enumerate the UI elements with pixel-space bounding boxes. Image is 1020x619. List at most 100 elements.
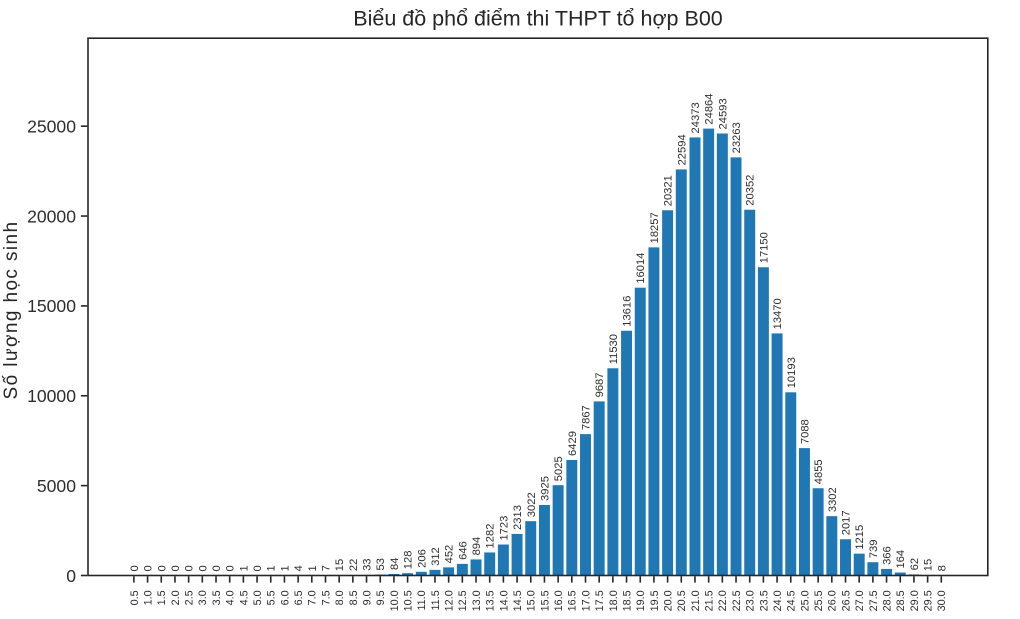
svg-text:4.5: 4.5 <box>238 590 250 605</box>
svg-text:24.0: 24.0 <box>772 590 784 611</box>
svg-text:2.0: 2.0 <box>170 590 182 605</box>
svg-text:29.0: 29.0 <box>909 590 921 611</box>
svg-text:22: 22 <box>348 559 360 571</box>
svg-text:20000: 20000 <box>27 206 76 226</box>
svg-text:10193: 10193 <box>786 357 798 388</box>
svg-text:8.5: 8.5 <box>348 590 360 605</box>
svg-text:366: 366 <box>882 546 894 565</box>
svg-text:23.5: 23.5 <box>758 590 770 611</box>
svg-text:6429: 6429 <box>567 431 579 456</box>
svg-text:25.0: 25.0 <box>799 590 811 611</box>
svg-text:15.0: 15.0 <box>526 590 538 611</box>
svg-text:13.0: 13.0 <box>471 590 483 611</box>
svg-text:15000: 15000 <box>27 296 76 316</box>
svg-text:5025: 5025 <box>553 456 565 481</box>
svg-text:0: 0 <box>225 565 237 571</box>
svg-text:128: 128 <box>403 551 415 570</box>
svg-text:14.5: 14.5 <box>512 590 524 611</box>
svg-text:1: 1 <box>279 565 291 571</box>
svg-text:24.5: 24.5 <box>786 590 798 611</box>
svg-text:22594: 22594 <box>676 134 688 165</box>
svg-text:10.5: 10.5 <box>402 590 414 611</box>
svg-text:0: 0 <box>156 565 168 571</box>
svg-text:25.5: 25.5 <box>813 590 825 611</box>
svg-text:4: 4 <box>293 565 305 571</box>
svg-text:30.0: 30.0 <box>936 590 948 611</box>
svg-text:739: 739 <box>868 540 880 559</box>
svg-text:20.0: 20.0 <box>663 590 675 611</box>
svg-text:16.0: 16.0 <box>553 590 565 611</box>
svg-text:22.0: 22.0 <box>717 590 729 611</box>
svg-text:27.0: 27.0 <box>854 590 866 611</box>
svg-text:1: 1 <box>266 565 278 571</box>
svg-text:1.0: 1.0 <box>142 590 154 605</box>
svg-text:12.5: 12.5 <box>457 590 469 611</box>
svg-text:11530: 11530 <box>608 334 620 364</box>
svg-text:2.5: 2.5 <box>184 590 196 605</box>
svg-text:23263: 23263 <box>731 122 743 153</box>
svg-text:7867: 7867 <box>581 405 593 430</box>
svg-text:Biểu đồ phổ điểm thi THPT tổ h: Biểu đồ phổ điểm thi THPT tổ hợp B00 <box>353 7 723 31</box>
svg-text:12.0: 12.0 <box>444 590 456 611</box>
svg-text:6.5: 6.5 <box>293 590 305 605</box>
svg-text:0: 0 <box>252 565 264 571</box>
svg-text:4.0: 4.0 <box>225 590 237 605</box>
svg-text:9.0: 9.0 <box>361 590 373 605</box>
svg-text:13616: 13616 <box>622 296 634 327</box>
svg-text:3.5: 3.5 <box>211 590 223 605</box>
svg-text:894: 894 <box>471 537 483 556</box>
svg-text:15: 15 <box>923 559 935 571</box>
svg-text:7088: 7088 <box>799 419 811 444</box>
svg-text:16.5: 16.5 <box>567 590 579 611</box>
svg-text:18257: 18257 <box>649 212 661 243</box>
svg-text:4855: 4855 <box>813 459 825 484</box>
svg-text:7.0: 7.0 <box>307 590 319 605</box>
svg-text:Số lượng học sinh: Số lượng học sinh <box>1 221 22 400</box>
svg-text:2017: 2017 <box>841 510 853 535</box>
svg-text:0: 0 <box>66 566 76 586</box>
svg-text:11.5: 11.5 <box>430 590 442 610</box>
svg-text:24593: 24593 <box>717 98 729 129</box>
svg-text:22.5: 22.5 <box>731 590 743 611</box>
svg-text:0: 0 <box>129 565 141 571</box>
svg-text:15: 15 <box>334 559 346 571</box>
svg-text:3.0: 3.0 <box>197 590 209 605</box>
svg-text:62: 62 <box>909 558 921 570</box>
svg-text:29.5: 29.5 <box>923 590 935 611</box>
svg-text:25000: 25000 <box>27 116 76 136</box>
svg-text:11.0: 11.0 <box>416 590 428 610</box>
svg-text:27.5: 27.5 <box>868 590 880 611</box>
svg-text:1: 1 <box>238 565 250 571</box>
svg-text:8: 8 <box>936 565 948 571</box>
svg-text:23.0: 23.0 <box>745 590 757 611</box>
svg-text:164: 164 <box>895 550 907 569</box>
svg-text:0.5: 0.5 <box>129 590 141 605</box>
svg-text:7.5: 7.5 <box>320 590 332 605</box>
svg-text:21.5: 21.5 <box>704 590 716 611</box>
svg-text:16014: 16014 <box>635 253 647 284</box>
svg-text:19.5: 19.5 <box>649 590 661 611</box>
svg-text:1: 1 <box>307 565 319 571</box>
svg-text:5000: 5000 <box>37 476 76 496</box>
svg-text:206: 206 <box>416 549 428 568</box>
svg-text:7: 7 <box>320 565 332 571</box>
svg-text:312: 312 <box>430 547 442 566</box>
svg-text:0: 0 <box>197 565 209 571</box>
svg-text:5.5: 5.5 <box>266 590 278 605</box>
svg-text:10000: 10000 <box>27 386 76 406</box>
svg-text:20352: 20352 <box>745 175 757 206</box>
svg-text:84: 84 <box>389 558 401 570</box>
svg-text:3925: 3925 <box>539 476 551 501</box>
svg-text:13.5: 13.5 <box>485 590 497 611</box>
svg-text:3022: 3022 <box>526 492 538 517</box>
svg-text:26.5: 26.5 <box>840 590 852 611</box>
svg-text:17150: 17150 <box>758 232 770 263</box>
svg-text:0: 0 <box>211 565 223 571</box>
svg-text:1282: 1282 <box>485 524 497 549</box>
svg-text:1215: 1215 <box>854 525 866 550</box>
svg-text:0: 0 <box>143 565 155 571</box>
svg-text:20.5: 20.5 <box>676 590 688 611</box>
svg-text:15.5: 15.5 <box>539 590 551 611</box>
svg-text:53: 53 <box>375 558 387 570</box>
svg-text:17.0: 17.0 <box>580 590 592 611</box>
